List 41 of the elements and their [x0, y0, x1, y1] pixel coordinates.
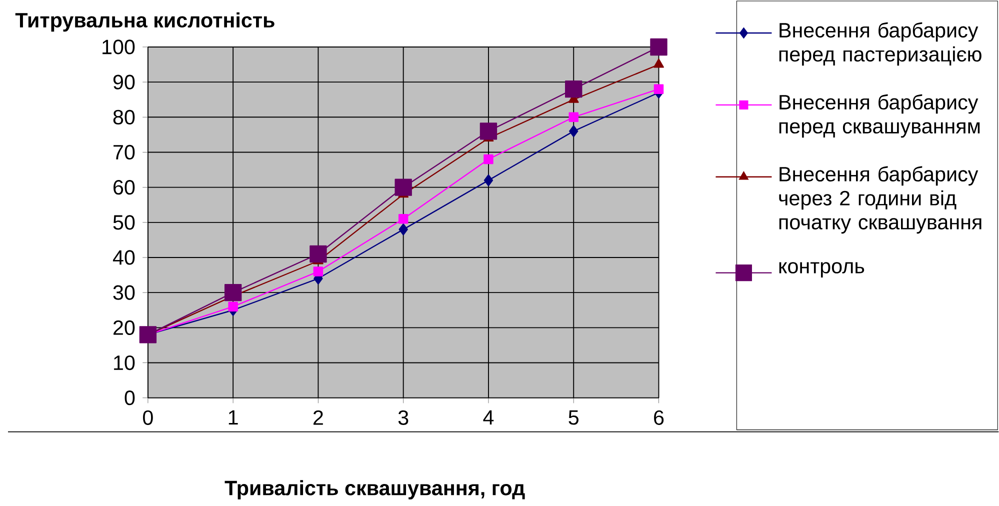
y-tick-label: 20: [114, 320, 135, 335]
legend-label: Внесення барбарису через 2 години від початку сквашування: [779, 166, 982, 234]
y-tick-label: 70: [114, 144, 135, 160]
x-tick-label: 0: [143, 410, 153, 425]
point: [654, 84, 664, 94]
x-tick-label: 4: [483, 410, 494, 424]
point: [565, 80, 582, 98]
x-tick-label: 5: [568, 410, 578, 425]
point: [139, 326, 157, 344]
x-tick-label: 6: [654, 410, 664, 425]
point: [398, 214, 408, 224]
point: [654, 58, 664, 68]
point: [313, 266, 324, 276]
legend-label: контроль: [779, 262, 864, 278]
point: [569, 125, 578, 137]
chart-title: Титрувальна кислотність: [15, 12, 274, 32]
y-tick-label: 0: [124, 390, 135, 405]
y-tick-label: 10: [114, 355, 135, 370]
y-tick-label: 30: [113, 285, 135, 300]
y-tick-label: 40: [112, 250, 135, 265]
point: [310, 245, 327, 262]
x-tick-label: 3: [398, 410, 408, 425]
y-tick-label: 80: [113, 110, 135, 124]
x-tick-label: 1: [228, 410, 238, 424]
x-axis-title: Тривалість сквашування, год: [224, 480, 525, 500]
legend-label: Внесення барбарису перед сквашуванням: [779, 94, 980, 138]
y-tick-label: 50: [113, 214, 135, 230]
point: [228, 302, 238, 312]
x-tick-label: 2: [314, 410, 323, 425]
y-tick-label: 90: [113, 74, 135, 90]
y-tick-label: 100: [102, 40, 135, 54]
point: [398, 223, 408, 236]
point: [568, 112, 578, 122]
point: [484, 154, 494, 164]
point: [224, 284, 242, 302]
y-tick-label: 60: [114, 180, 135, 194]
point: [484, 174, 494, 186]
point: [394, 178, 412, 196]
point: [480, 122, 498, 140]
point: [650, 38, 668, 56]
legend-label: Внесення барбарису перед пастеризацією: [779, 22, 982, 66]
